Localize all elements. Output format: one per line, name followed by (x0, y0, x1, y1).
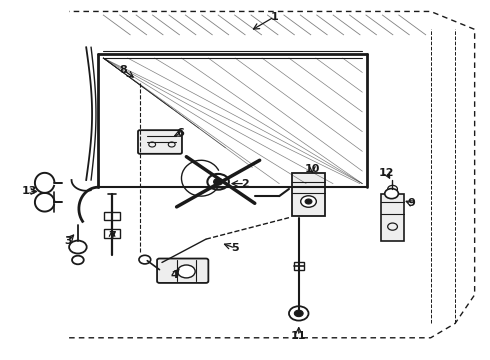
Text: 12: 12 (379, 168, 394, 178)
Bar (292, 173, 325, 216)
Text: 13: 13 (22, 186, 37, 197)
Text: 10: 10 (305, 164, 320, 174)
Circle shape (139, 255, 151, 264)
Text: 3: 3 (64, 236, 72, 246)
Bar (104, 229, 120, 238)
Text: 11: 11 (291, 331, 307, 341)
Circle shape (177, 265, 195, 278)
Text: 4: 4 (170, 270, 178, 280)
Text: 2: 2 (241, 179, 249, 189)
Circle shape (385, 189, 398, 199)
Text: 1: 1 (270, 12, 278, 22)
Bar (294, 262, 304, 270)
Bar (104, 212, 120, 220)
Circle shape (301, 196, 317, 207)
Text: 8: 8 (119, 64, 127, 75)
Text: 5: 5 (231, 243, 239, 253)
FancyBboxPatch shape (138, 130, 182, 154)
Circle shape (207, 174, 229, 190)
Circle shape (305, 199, 312, 204)
Circle shape (294, 310, 303, 317)
Circle shape (214, 179, 222, 185)
FancyBboxPatch shape (157, 258, 208, 283)
Text: 9: 9 (407, 198, 415, 208)
Text: 7: 7 (108, 231, 116, 240)
Circle shape (289, 306, 309, 320)
Text: 6: 6 (176, 129, 184, 138)
Bar (381, 194, 404, 241)
